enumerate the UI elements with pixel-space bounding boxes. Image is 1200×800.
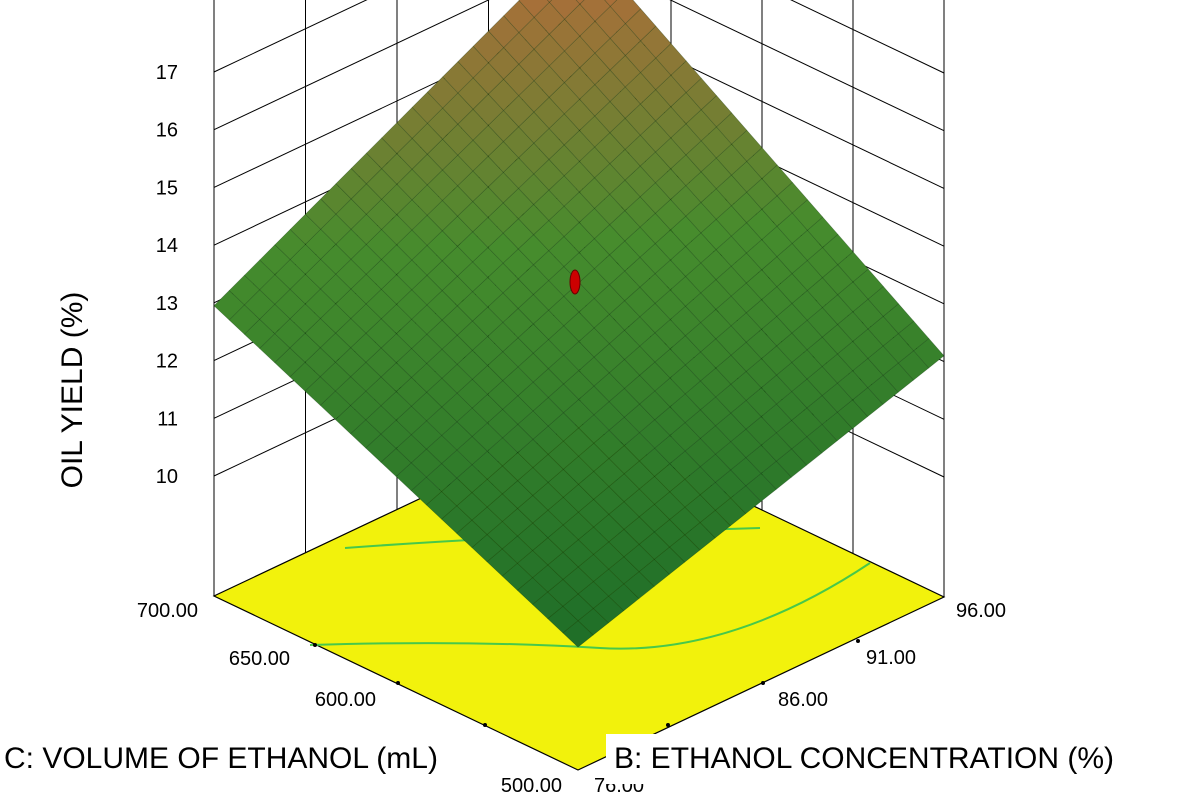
- b-tick-label: 96.00: [956, 600, 1006, 622]
- surface-facet: [579, 0, 611, 22]
- z-tick-label: 11: [157, 408, 178, 430]
- surface-facet: [518, 0, 550, 18]
- c-tick-label: 600.00: [315, 689, 376, 711]
- b-tick-mark: [856, 639, 860, 643]
- surface-facet: [609, 0, 642, 24]
- design-point-marker: [569, 269, 581, 295]
- wall-horizontal-gridline: [669, 0, 945, 132]
- surface-facet: [604, 0, 618, 7]
- wall-horizontal-gridline: [790, 0, 945, 74]
- c-tick-label: 500.00: [501, 775, 562, 797]
- b-axis-label-background: [606, 734, 1200, 784]
- surface-facet: [549, 0, 581, 20]
- z-tick-label: 12: [156, 351, 178, 373]
- contour-line: [309, 562, 871, 650]
- wall-horizontal-gridline: [213, 0, 490, 131]
- b-tick-label: 86.00: [778, 689, 828, 711]
- z-tick-label: 10: [156, 466, 178, 488]
- z-tick-label: 13: [156, 293, 178, 315]
- tick-labels: 10 11 12 13 14 15 16 17 500.00 600.00 650.00 700.00…: [137, 62, 1006, 797]
- b-tick-label: 91.00: [866, 647, 916, 669]
- b-axis-label: B: ETHANOL CONCENTRATION (%): [614, 742, 1114, 775]
- z-axis-label: OIL YIELD (%): [56, 292, 89, 489]
- z-tick-label: 15: [156, 177, 178, 199]
- b-tick-mark: [666, 723, 670, 727]
- c-tick-label: 700.00: [137, 600, 198, 622]
- response-surface: [213, 0, 945, 648]
- design-point: [569, 269, 581, 295]
- c-tick-mark: [313, 643, 317, 647]
- surface-facet: [547, 0, 553, 3]
- b-tick-mark: [761, 681, 765, 685]
- c-tick-mark: [483, 723, 487, 727]
- z-tick-label: 17: [156, 62, 178, 84]
- z-tick-label: 14: [156, 235, 178, 257]
- surface-facet: [575, 0, 585, 5]
- z-tick-label: 16: [156, 120, 178, 142]
- c-tick-label: 650.00: [229, 648, 290, 670]
- c-tick-mark: [396, 681, 400, 685]
- c-axis-label: C: VOLUME OF ETHANOL (mL): [4, 742, 438, 775]
- wall-horizontal-gridline: [213, 0, 368, 73]
